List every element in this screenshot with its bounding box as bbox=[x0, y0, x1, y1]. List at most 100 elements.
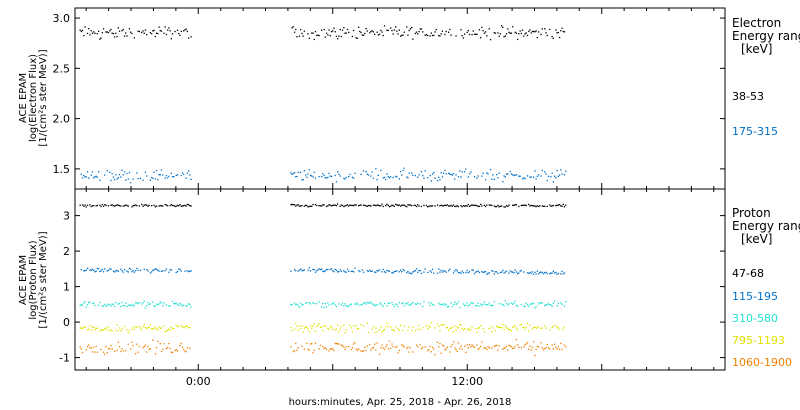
data-point bbox=[533, 302, 535, 304]
data-point bbox=[94, 32, 96, 34]
data-point bbox=[323, 325, 325, 327]
data-point bbox=[131, 32, 133, 35]
data-point bbox=[133, 204, 135, 207]
data-point bbox=[180, 205, 182, 207]
data-point bbox=[360, 173, 362, 175]
data-point bbox=[484, 271, 487, 273]
data-point bbox=[415, 303, 418, 305]
data-point bbox=[298, 306, 301, 308]
data-point bbox=[388, 206, 391, 208]
proton-legend: Proton Energy range [keV] 47-68 115-195 … bbox=[732, 206, 800, 369]
data-point bbox=[358, 327, 360, 330]
data-point bbox=[536, 175, 538, 177]
data-point bbox=[420, 28, 423, 30]
data-point bbox=[175, 302, 177, 304]
data-point bbox=[89, 347, 91, 349]
data-point bbox=[512, 303, 514, 305]
data-point bbox=[321, 326, 323, 328]
data-point bbox=[93, 177, 95, 179]
data-point bbox=[114, 305, 116, 308]
data-point bbox=[555, 205, 557, 207]
data-point bbox=[80, 348, 82, 350]
data-point bbox=[454, 325, 456, 327]
data-point bbox=[563, 305, 566, 307]
data-point bbox=[510, 271, 513, 273]
data-point bbox=[171, 351, 174, 354]
data-point bbox=[106, 170, 108, 172]
data-point bbox=[313, 302, 315, 305]
data-point bbox=[411, 273, 413, 275]
data-point bbox=[382, 177, 384, 179]
data-point bbox=[314, 342, 317, 344]
data-point bbox=[393, 205, 395, 207]
data-point bbox=[478, 29, 481, 31]
data-point bbox=[545, 173, 547, 175]
data-point bbox=[295, 270, 297, 272]
data-point bbox=[386, 344, 388, 346]
data-point bbox=[188, 303, 190, 305]
data-point bbox=[306, 342, 308, 344]
data-point bbox=[494, 330, 497, 332]
data-point bbox=[524, 33, 526, 35]
data-point bbox=[425, 34, 428, 36]
data-point bbox=[427, 328, 429, 330]
data-point bbox=[120, 205, 122, 207]
data-point bbox=[355, 325, 357, 327]
data-point bbox=[306, 205, 308, 207]
data-point bbox=[188, 204, 190, 206]
data-point bbox=[365, 28, 367, 30]
data-point bbox=[552, 325, 554, 327]
data-point bbox=[157, 179, 159, 181]
data-point bbox=[561, 27, 563, 29]
data-point bbox=[534, 170, 536, 172]
data-point bbox=[409, 347, 411, 349]
data-point bbox=[356, 37, 358, 39]
data-point bbox=[348, 205, 350, 207]
data-point bbox=[429, 35, 431, 37]
data-point bbox=[175, 205, 177, 207]
data-point bbox=[381, 304, 383, 306]
proton-legend-channel-795-1193: 795-1193 bbox=[732, 334, 785, 347]
data-point bbox=[142, 347, 144, 349]
data-point bbox=[173, 176, 175, 178]
data-point bbox=[530, 272, 532, 275]
electron-y-ticks: 1.52.02.53.0 bbox=[53, 12, 725, 176]
data-point bbox=[376, 304, 378, 306]
data-point bbox=[118, 30, 121, 32]
data-point bbox=[534, 31, 536, 33]
data-point bbox=[322, 204, 324, 206]
data-point bbox=[494, 206, 497, 208]
data-point bbox=[515, 174, 518, 176]
data-point bbox=[436, 272, 439, 274]
data-point bbox=[131, 305, 133, 307]
data-point bbox=[337, 203, 339, 205]
data-point bbox=[478, 271, 481, 274]
data-point bbox=[122, 28, 124, 31]
data-point bbox=[406, 303, 408, 305]
data-point bbox=[144, 344, 147, 346]
data-point bbox=[123, 171, 126, 173]
data-point bbox=[164, 26, 166, 28]
data-point bbox=[533, 30, 535, 33]
data-point bbox=[434, 31, 436, 33]
data-point bbox=[534, 326, 536, 328]
data-point bbox=[468, 304, 471, 306]
data-point bbox=[153, 171, 155, 173]
data-point bbox=[80, 173, 82, 175]
data-point bbox=[478, 347, 481, 349]
data-point bbox=[358, 304, 360, 306]
data-point bbox=[290, 326, 292, 329]
data-point bbox=[398, 29, 400, 31]
data-point bbox=[180, 325, 182, 327]
data-point bbox=[523, 271, 525, 273]
data-point bbox=[185, 205, 187, 207]
data-point bbox=[127, 304, 129, 307]
data-point bbox=[557, 302, 559, 305]
data-point bbox=[127, 178, 129, 180]
data-point bbox=[312, 203, 314, 206]
data-point bbox=[296, 303, 298, 305]
data-point bbox=[396, 304, 398, 306]
data-point bbox=[493, 345, 495, 347]
data-point bbox=[317, 34, 319, 36]
data-point bbox=[369, 204, 371, 207]
